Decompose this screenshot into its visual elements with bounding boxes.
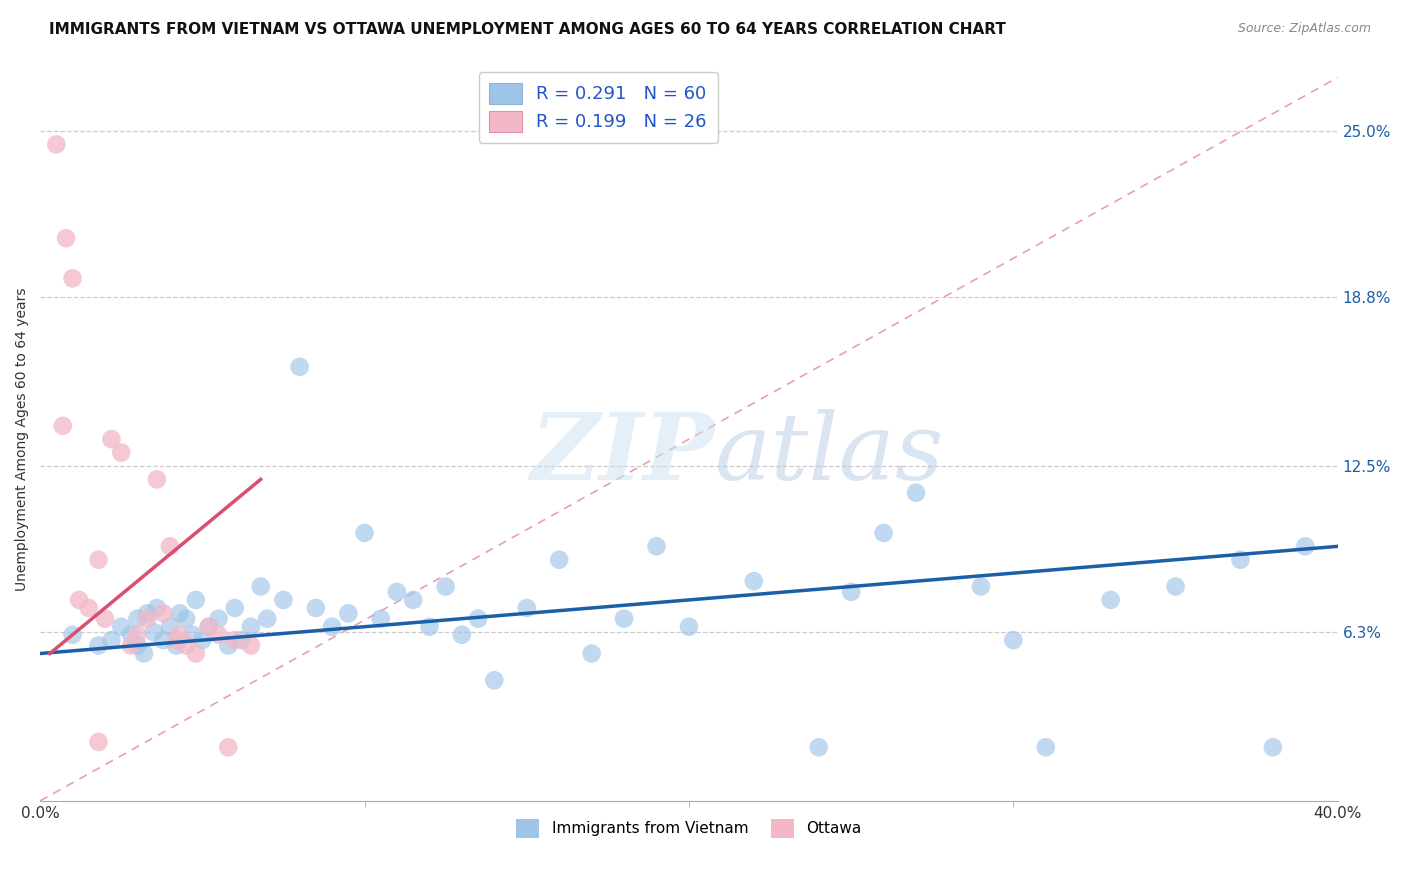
Point <box>67 593 90 607</box>
Point <box>1035 740 1057 755</box>
Point <box>120 639 142 653</box>
Point <box>385 585 408 599</box>
Point <box>55 231 77 245</box>
Point <box>136 612 159 626</box>
Point <box>198 620 221 634</box>
Point <box>288 359 311 374</box>
Point <box>418 620 440 634</box>
Point <box>110 445 132 459</box>
Point <box>181 628 204 642</box>
Point <box>217 740 239 755</box>
Point <box>231 633 253 648</box>
Point <box>87 553 110 567</box>
Text: Source: ZipAtlas.com: Source: ZipAtlas.com <box>1237 22 1371 36</box>
Point <box>174 639 197 653</box>
Point <box>100 633 122 648</box>
Point <box>207 612 229 626</box>
Legend: Immigrants from Vietnam, Ottawa: Immigrants from Vietnam, Ottawa <box>510 813 868 844</box>
Point <box>305 601 328 615</box>
Point <box>159 539 181 553</box>
Point <box>146 472 169 486</box>
Point <box>1002 633 1025 648</box>
Point <box>516 601 538 615</box>
Point <box>100 432 122 446</box>
Point <box>613 612 636 626</box>
Point <box>970 580 993 594</box>
Point <box>62 271 84 285</box>
Point <box>370 612 392 626</box>
Y-axis label: Unemployment Among Ages 60 to 64 years: Unemployment Among Ages 60 to 64 years <box>15 287 30 591</box>
Text: atlas: atlas <box>714 409 945 499</box>
Point <box>165 639 187 653</box>
Point <box>1099 593 1122 607</box>
Point <box>450 628 472 642</box>
Point <box>132 647 155 661</box>
Text: IMMIGRANTS FROM VIETNAM VS OTTAWA UNEMPLOYMENT AMONG AGES 60 TO 64 YEARS CORRELA: IMMIGRANTS FROM VIETNAM VS OTTAWA UNEMPL… <box>49 22 1007 37</box>
Point <box>678 620 700 634</box>
Point <box>217 639 239 653</box>
Point <box>337 607 360 621</box>
Point <box>62 628 84 642</box>
Point <box>127 639 149 653</box>
Point <box>402 593 425 607</box>
Point <box>353 525 375 540</box>
Point <box>484 673 506 688</box>
Point <box>207 628 229 642</box>
Text: ZIP: ZIP <box>530 409 714 499</box>
Point <box>77 601 100 615</box>
Point <box>152 607 174 621</box>
Point <box>198 620 221 634</box>
Point <box>905 485 928 500</box>
Point <box>110 620 132 634</box>
Point <box>467 612 489 626</box>
Point <box>136 607 159 621</box>
Point <box>872 525 894 540</box>
Point <box>256 612 278 626</box>
Point <box>94 612 117 626</box>
Point <box>434 580 457 594</box>
Point <box>191 633 214 648</box>
Point <box>273 593 295 607</box>
Point <box>839 585 862 599</box>
Point <box>146 601 169 615</box>
Point <box>159 620 181 634</box>
Point <box>1261 740 1284 755</box>
Point <box>645 539 668 553</box>
Point <box>152 633 174 648</box>
Point <box>142 625 165 640</box>
Point <box>184 647 207 661</box>
Point <box>184 593 207 607</box>
Point <box>240 620 263 634</box>
Point <box>224 601 246 615</box>
Point <box>240 639 263 653</box>
Point <box>548 553 571 567</box>
Point <box>321 620 343 634</box>
Point <box>87 735 110 749</box>
Point <box>249 580 271 594</box>
Point <box>127 612 149 626</box>
Point <box>165 633 187 648</box>
Point <box>127 628 149 642</box>
Point <box>169 628 191 642</box>
Point <box>52 418 75 433</box>
Point <box>807 740 830 755</box>
Point <box>1229 553 1251 567</box>
Point <box>174 612 197 626</box>
Point <box>581 647 603 661</box>
Point <box>169 607 191 621</box>
Point <box>1294 539 1316 553</box>
Point <box>224 633 246 648</box>
Point <box>1164 580 1187 594</box>
Point <box>45 137 67 152</box>
Point <box>742 574 765 589</box>
Point <box>120 628 142 642</box>
Point <box>87 639 110 653</box>
